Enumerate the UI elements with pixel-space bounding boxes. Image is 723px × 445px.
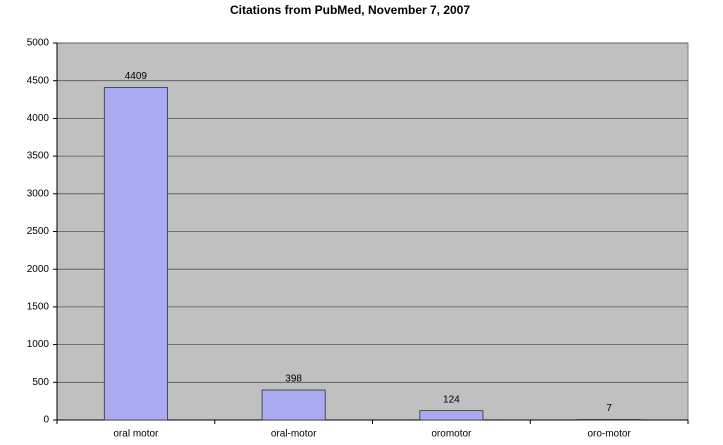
chart-title: Citations from PubMed, November 7, 2007 bbox=[230, 3, 470, 17]
x-tick-label: oromotor bbox=[431, 429, 472, 440]
y-tick-label: 5000 bbox=[27, 38, 50, 49]
data-label: 7 bbox=[606, 403, 612, 414]
y-tick-label: 2500 bbox=[27, 226, 50, 237]
y-tick-label: 3000 bbox=[27, 188, 50, 199]
y-tick-label: 4000 bbox=[27, 113, 50, 124]
y-tick-label: 1500 bbox=[27, 302, 50, 313]
y-tick-label: 1000 bbox=[27, 339, 50, 350]
data-label: 4409 bbox=[125, 71, 148, 82]
y-tick-label: 2000 bbox=[27, 264, 50, 275]
data-label: 124 bbox=[443, 394, 460, 405]
y-tick-label: 4500 bbox=[27, 75, 50, 86]
y-tick-label: 0 bbox=[43, 415, 49, 426]
bar bbox=[261, 389, 326, 421]
x-tick-label: oral-motor bbox=[271, 429, 317, 440]
y-tick-label: 500 bbox=[32, 377, 49, 388]
bar bbox=[103, 87, 168, 421]
bar bbox=[577, 419, 642, 421]
bar bbox=[419, 410, 484, 421]
x-tick-label: oro-motor bbox=[587, 429, 631, 440]
data-label: 398 bbox=[285, 374, 302, 385]
x-tick-label: oral motor bbox=[113, 429, 159, 440]
y-tick-label: 3500 bbox=[27, 151, 50, 162]
